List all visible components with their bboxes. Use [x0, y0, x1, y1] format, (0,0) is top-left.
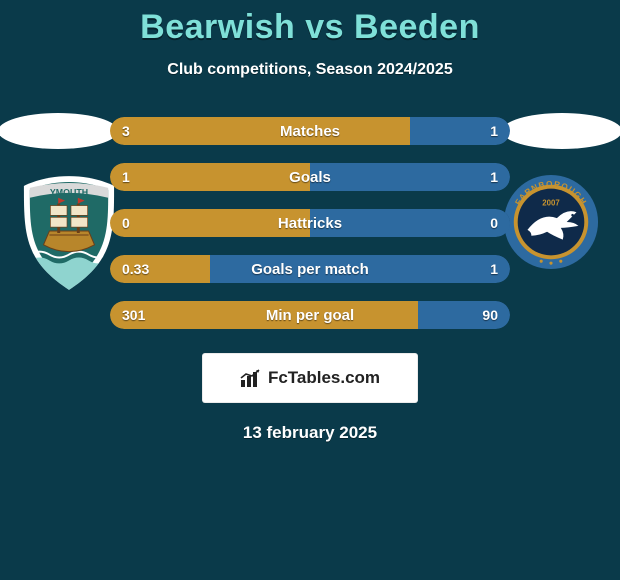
footer-brand-badge: FcTables.com [202, 353, 418, 403]
stat-row: 11Goals [110, 163, 510, 191]
stat-value-right: 90 [482, 307, 498, 323]
stat-value-right: 1 [490, 261, 498, 277]
stat-value-left: 301 [122, 307, 145, 323]
date-text: 13 february 2025 [0, 423, 620, 443]
page-title: Bearwish vs Beeden [0, 8, 620, 47]
stat-bar-left: 0 [110, 209, 310, 237]
subtitle: Club competitions, Season 2024/2025 [0, 61, 620, 79]
stat-value-right: 1 [490, 123, 498, 139]
stat-bar-right: 0 [310, 209, 510, 237]
stat-row: 0.331Goals per match [110, 255, 510, 283]
team-crest-left: YMOUTH [20, 173, 118, 293]
stat-bar-left: 3 [110, 117, 410, 145]
footer-brand-text: FcTables.com [268, 368, 380, 388]
stat-bar-left: 0.33 [110, 255, 210, 283]
stat-row: 31Matches [110, 117, 510, 145]
stat-value-right: 0 [490, 215, 498, 231]
spotlight-ellipse-right [502, 113, 620, 149]
stat-bar-right: 1 [410, 117, 510, 145]
crest-left-ribbon-text: YMOUTH [50, 188, 88, 198]
stat-value-left: 3 [122, 123, 130, 139]
stat-row: 00Hattricks [110, 209, 510, 237]
stat-bar-right: 90 [418, 301, 510, 329]
stat-value-left: 1 [122, 169, 130, 185]
team-crest-right: FARNBOROUGH 2007 [502, 173, 600, 271]
stat-row: 30190Min per goal [110, 301, 510, 329]
comparison-card: Bearwish vs Beeden Club competitions, Se… [0, 0, 620, 443]
stat-value-left: 0.33 [122, 261, 149, 277]
stat-bar-left: 301 [110, 301, 418, 329]
stat-value-left: 0 [122, 215, 130, 231]
stat-bar-right: 1 [310, 163, 510, 191]
chart-icon [240, 368, 262, 388]
stat-bar-left: 1 [110, 163, 310, 191]
stat-value-right: 1 [490, 169, 498, 185]
stat-rows: 31Matches11Goals00Hattricks0.331Goals pe… [110, 117, 510, 347]
stat-bar-right: 1 [210, 255, 510, 283]
stats-area: YMOUTH [0, 99, 620, 349]
spotlight-ellipse-left [0, 113, 118, 149]
crest-right-year: 2007 [542, 198, 560, 207]
